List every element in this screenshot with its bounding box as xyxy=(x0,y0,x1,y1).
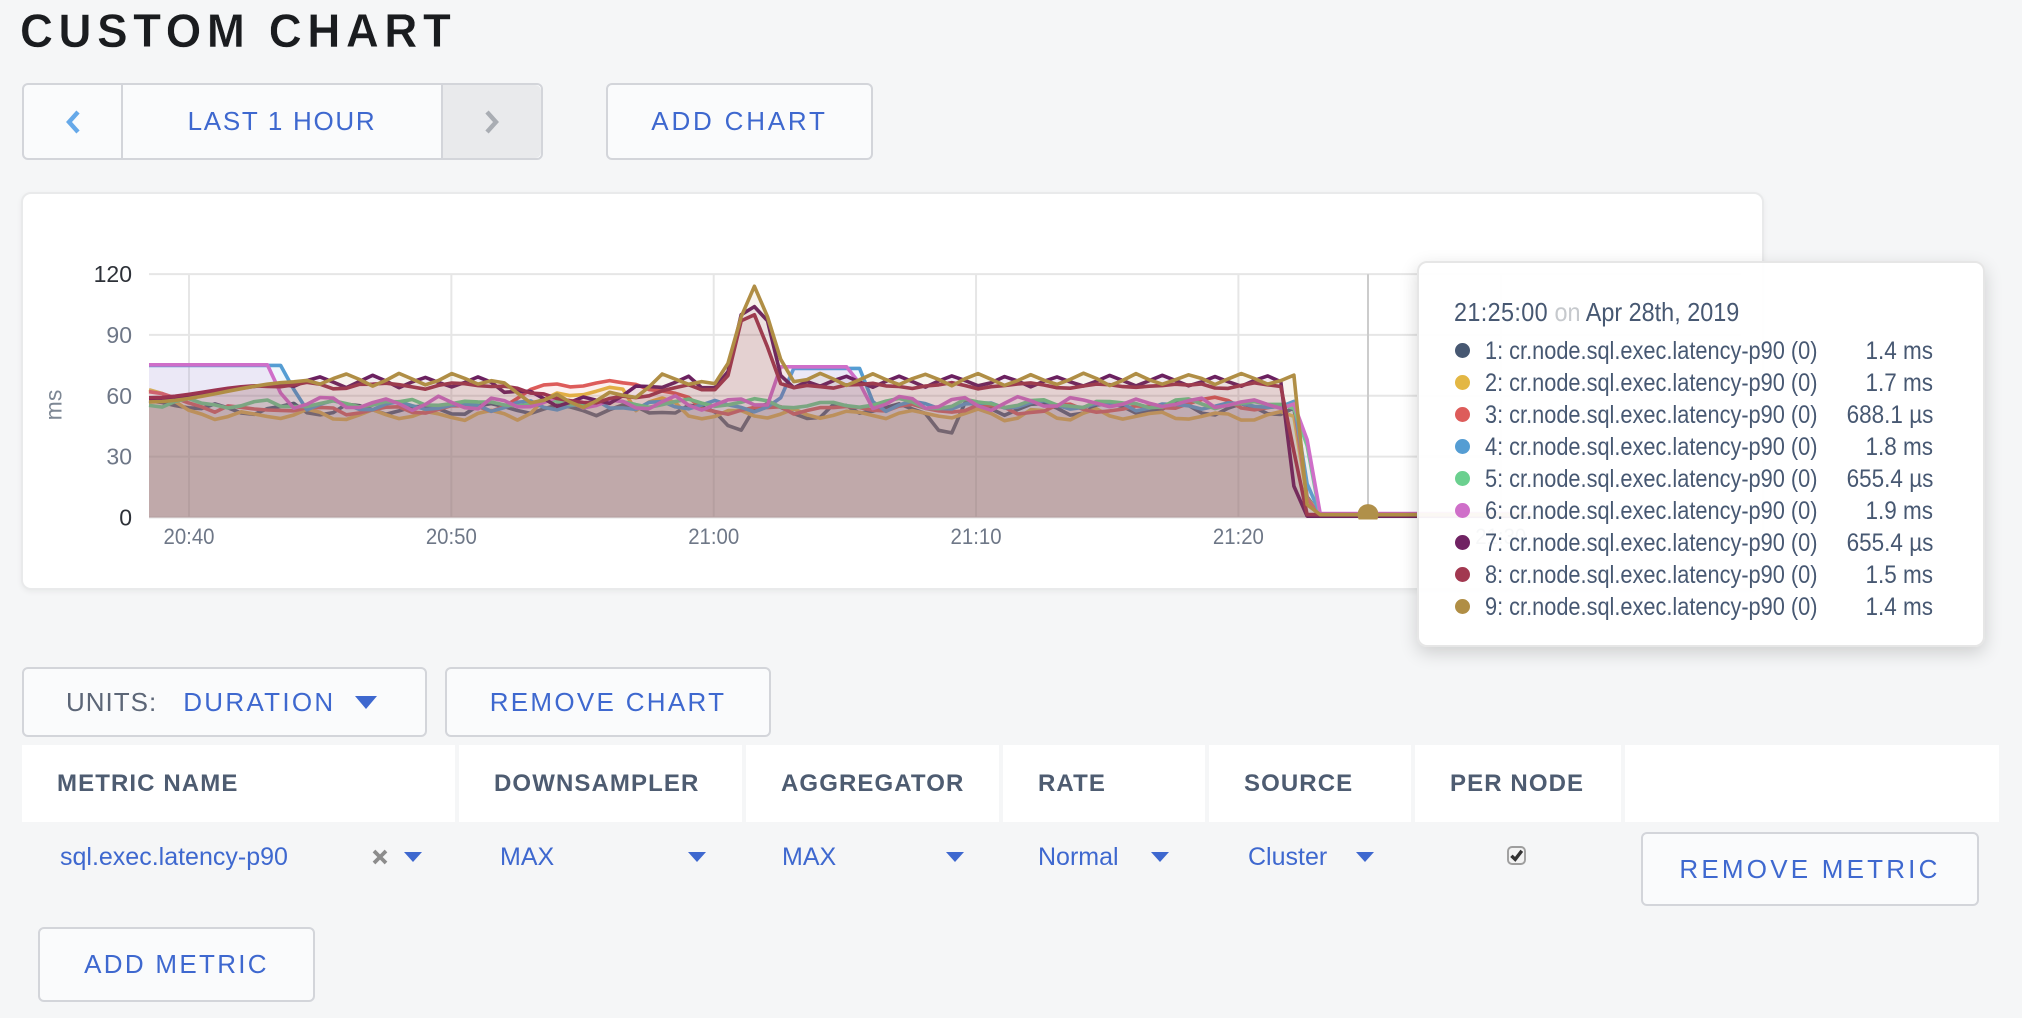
svg-text:20:50: 20:50 xyxy=(425,524,476,549)
svg-text:21:00: 21:00 xyxy=(688,524,739,549)
svg-text:21:10: 21:10 xyxy=(950,524,1001,549)
svg-text:21:20: 21:20 xyxy=(1212,524,1263,549)
svg-text:30: 30 xyxy=(106,444,132,470)
svg-text:ms: ms xyxy=(40,390,66,421)
svg-text:60: 60 xyxy=(106,383,132,409)
svg-text:20:40: 20:40 xyxy=(163,524,214,549)
svg-text:120: 120 xyxy=(93,261,131,287)
svg-text:90: 90 xyxy=(106,322,132,348)
svg-text:0: 0 xyxy=(119,505,132,531)
